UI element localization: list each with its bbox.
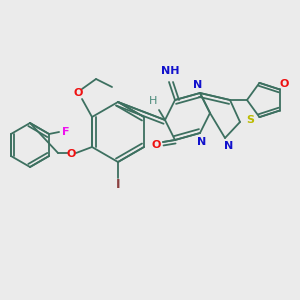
Text: F: F xyxy=(62,127,70,137)
Text: H: H xyxy=(149,96,157,106)
Text: O: O xyxy=(73,88,83,98)
Text: N: N xyxy=(197,137,207,147)
Text: O: O xyxy=(151,140,161,150)
Text: S: S xyxy=(246,115,254,125)
Text: N: N xyxy=(224,141,234,151)
Text: I: I xyxy=(116,178,120,191)
Text: NH: NH xyxy=(161,66,179,76)
Text: O: O xyxy=(280,80,289,89)
Text: O: O xyxy=(66,149,76,159)
Text: N: N xyxy=(194,80,202,90)
